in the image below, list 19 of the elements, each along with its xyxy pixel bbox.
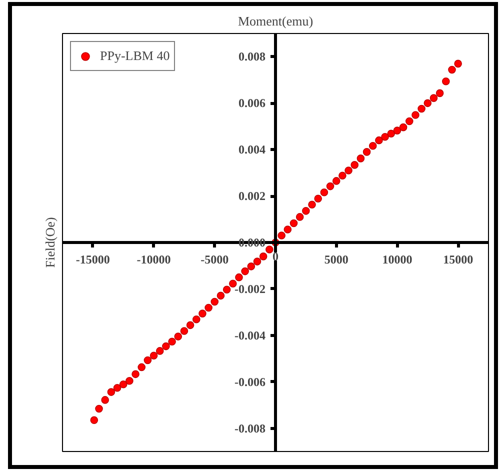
x-axis-title: Moment(emu) — [238, 14, 314, 28]
x-tick-label: 5000 — [324, 252, 348, 266]
x-tick-label: 0 — [272, 250, 278, 264]
x-tick-label: -15000 — [76, 252, 110, 266]
x-tick-label: -10000 — [136, 252, 171, 266]
legend-label: PPy-LBM 40 — [100, 48, 170, 64]
x-tick-label: -5000 — [200, 252, 229, 266]
y-tick-label: -0.008 — [234, 421, 266, 436]
x-tick-label: 10000 — [382, 252, 412, 266]
y-tick-label: 0.002 — [238, 189, 266, 204]
y-tick-label: -0.004 — [234, 328, 266, 342]
y-axis-title: Field(Oe) — [42, 217, 58, 268]
y-tick-label: -0.002 — [234, 282, 266, 296]
y-tick-label: 0.004 — [238, 142, 266, 157]
x-tick-label: 15000 — [443, 252, 474, 266]
y-tick-label: 0.006 — [238, 96, 266, 110]
y-tick-label: 0.000 — [238, 236, 266, 250]
y-tick-label: -0.006 — [234, 374, 266, 389]
y-tick-label: 0.008 — [238, 50, 266, 64]
